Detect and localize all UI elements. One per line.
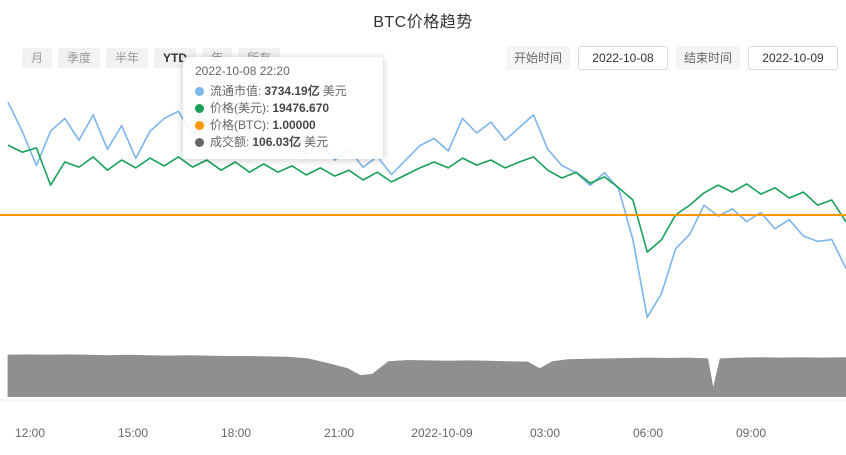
tooltip-series-unit: 美元 <box>304 135 329 149</box>
x-axis-label: 03:00 <box>529 426 561 440</box>
series-color-dot <box>195 87 204 96</box>
tooltip-series-label: 成交额: <box>210 135 250 149</box>
series-market_cap <box>7 101 846 319</box>
date-range-controls: 开始时间 结束时间 <box>505 46 838 70</box>
tooltip-row: 成交额: 106.03亿 美元 <box>195 134 371 151</box>
x-axis-label: 06:00 <box>632 426 664 440</box>
page-title: BTC价格趋势 <box>373 14 473 31</box>
range-button-half-year[interactable]: 半年 <box>106 48 149 68</box>
end-date-input[interactable] <box>748 46 838 70</box>
tooltip-series-label: 价格(美元): <box>210 101 270 115</box>
range-button-quarter[interactable]: 季度 <box>58 48 101 68</box>
x-axis-label: 21:00 <box>323 426 355 440</box>
end-time-label: 结束时间 <box>675 46 740 70</box>
start-date-input[interactable] <box>577 46 668 70</box>
x-axis-label: 2022-10-09 <box>411 426 473 440</box>
tooltip-rows: 流通市值: 3734.19亿 美元 价格(美元): 19476.670 价格(BTC): 1… <box>195 83 371 151</box>
start-time-label: 开始时间 <box>505 46 570 70</box>
tooltip-datetime: 2022-10-08 22:20 <box>195 64 290 78</box>
series-color-dot <box>195 138 204 147</box>
tooltip-series-label: 价格(BTC): <box>210 118 270 132</box>
series-color-dot <box>195 104 204 113</box>
tooltip-series-value: 3734.19亿 <box>264 84 320 98</box>
tooltip-row: 价格(BTC): 1.00000 <box>195 117 371 134</box>
range-button-month[interactable]: 月 <box>22 48 53 68</box>
tooltip-series-value: 1.00000 <box>272 118 316 132</box>
x-axis-label: 09:00 <box>735 426 767 440</box>
tooltip-row: 价格(美元): 19476.670 <box>195 100 371 117</box>
tooltip-series-label: 流通市值: <box>210 84 262 98</box>
x-axis-label: 15:00 <box>117 426 149 440</box>
series-color-dot <box>195 121 204 130</box>
x-axis-label: 18:00 <box>220 426 252 440</box>
tooltip-series-value: 106.03亿 <box>252 135 302 149</box>
tooltip-series-unit: 美元 <box>322 84 347 98</box>
series-volume <box>7 354 846 397</box>
tooltip-row: 流通市值: 3734.19亿 美元 <box>195 83 371 100</box>
chart-tooltip: 2022-10-08 22:20 流通市值: 3734.19亿 美元 价格(美元): 1… <box>183 57 383 159</box>
x-axis-label: 12:00 <box>14 426 46 440</box>
series-price_usd <box>7 144 846 253</box>
tooltip-series-value: 19476.670 <box>272 101 330 115</box>
